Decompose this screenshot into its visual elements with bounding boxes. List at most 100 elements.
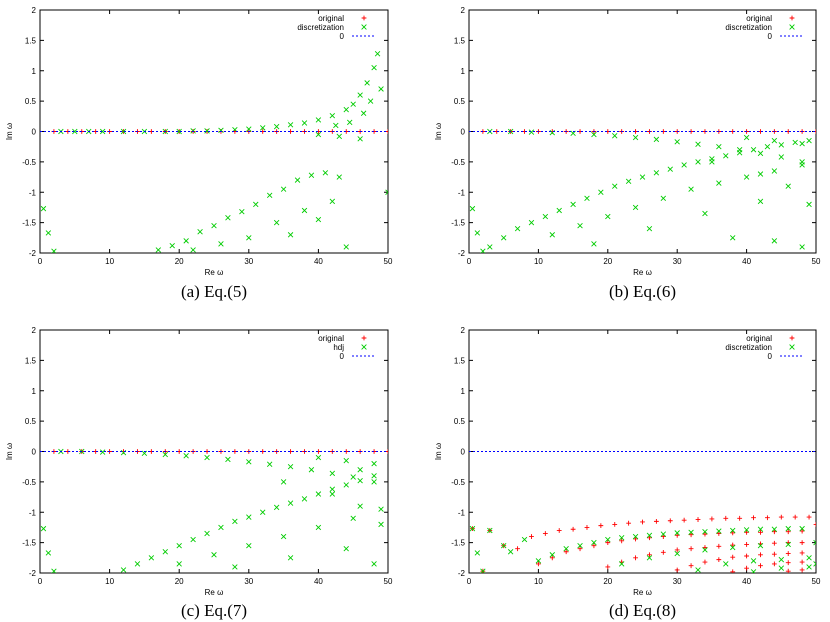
data-point [357,503,363,509]
data-point [120,128,127,135]
data-point [169,242,175,249]
y-tick-label: -0.5 [22,158,36,167]
data-point [674,567,680,573]
chart-panel-2: 0 10 20 30 40 50 2 1.5 1 0.5 0 -0.5 -1 -1.5 -2 Re ω Im ω… [434,6,821,301]
data-point [653,136,660,143]
data-point [301,120,308,126]
data-point [542,213,549,220]
legend-label: 0 [340,352,345,361]
y-tick-label: 2 [32,326,37,335]
y-tick-label: 0.5 [25,97,37,106]
x-tick-label: 30 [673,257,682,266]
data-point [246,542,252,549]
data-point [681,162,687,168]
data-point [771,561,777,567]
y-tick-label: 1 [32,67,37,76]
y-tick-label: 0 [32,448,37,457]
panel-caption: (c) Eq.(7) [181,601,247,620]
data-point [674,532,680,538]
y-tick-label: -1 [29,188,37,197]
panel-caption: (d) Eq.(8) [609,601,676,620]
y-tick-label: 2 [461,6,466,15]
data-point [176,542,182,549]
data-layer [40,51,388,253]
data-point [371,473,377,479]
data-point [633,555,638,561]
data-point [469,525,476,532]
data-point [598,189,604,195]
y-tick-label: 1.5 [25,36,37,45]
data-point [322,170,329,176]
y-tick-label: -1.5 [451,219,465,228]
data-point [674,550,680,557]
data-point [605,213,611,220]
data-point [570,526,576,532]
data-point [162,451,168,458]
data-point [743,527,750,533]
x-axis-label: Re ω [205,588,224,597]
x-tick-label: 30 [673,577,682,586]
data-point [612,133,618,139]
y-tick-label: 0.5 [454,417,466,426]
x-tick-label: 0 [467,257,472,266]
data-point [204,454,210,461]
data-point [626,520,632,526]
x-tick-label: 0 [38,257,43,266]
panel-caption: (b) Eq.(6) [609,282,676,301]
data-point [799,559,805,565]
data-point [218,241,224,247]
y-tick-label: 1.5 [454,356,466,365]
data-point [266,192,273,199]
data-point [315,216,322,223]
data-point [681,517,687,523]
data-point [618,535,625,541]
y-tick-label: 2 [32,6,37,15]
data-point [653,518,659,524]
x-axis-label: Re ω [633,588,652,597]
data-point [155,247,162,253]
data-point [799,162,805,168]
series-discretization [40,51,388,253]
data-point [371,479,377,485]
data-point [336,133,342,140]
data-point [577,222,583,229]
data-point [792,514,798,520]
data-point [619,538,625,544]
data-point [799,567,805,573]
data-point [674,547,680,553]
y-tick-label: 0 [461,128,466,137]
data-point [612,522,618,527]
data-point [280,186,287,192]
x-tick-label: 20 [603,257,612,266]
data-point [737,515,743,521]
data-point [799,525,805,532]
data-point [287,555,294,561]
data-point [162,549,168,555]
y-tick-label: 0 [461,448,466,457]
data-point [757,150,764,157]
data-point [218,127,224,134]
data-point [695,517,701,522]
data-point [474,550,481,556]
legend-label: discretization [725,23,772,32]
data-point [556,207,562,214]
data-layer [469,128,816,253]
x-tick-label: 10 [534,577,543,586]
data-point [176,128,182,135]
data-point [329,198,336,205]
data-point [280,479,287,485]
data-point [500,235,507,241]
data-point [778,556,785,563]
data-point [751,515,756,521]
data-point [744,542,749,547]
data-point [577,542,583,549]
data-point [549,555,555,561]
y-tick-label: -1.5 [451,539,465,548]
x-tick-label: 50 [384,577,393,586]
data-point [646,555,653,561]
data-point [716,143,722,150]
y-tick-label: -1.5 [22,539,36,548]
data-point [294,177,301,183]
data-point [598,523,604,529]
